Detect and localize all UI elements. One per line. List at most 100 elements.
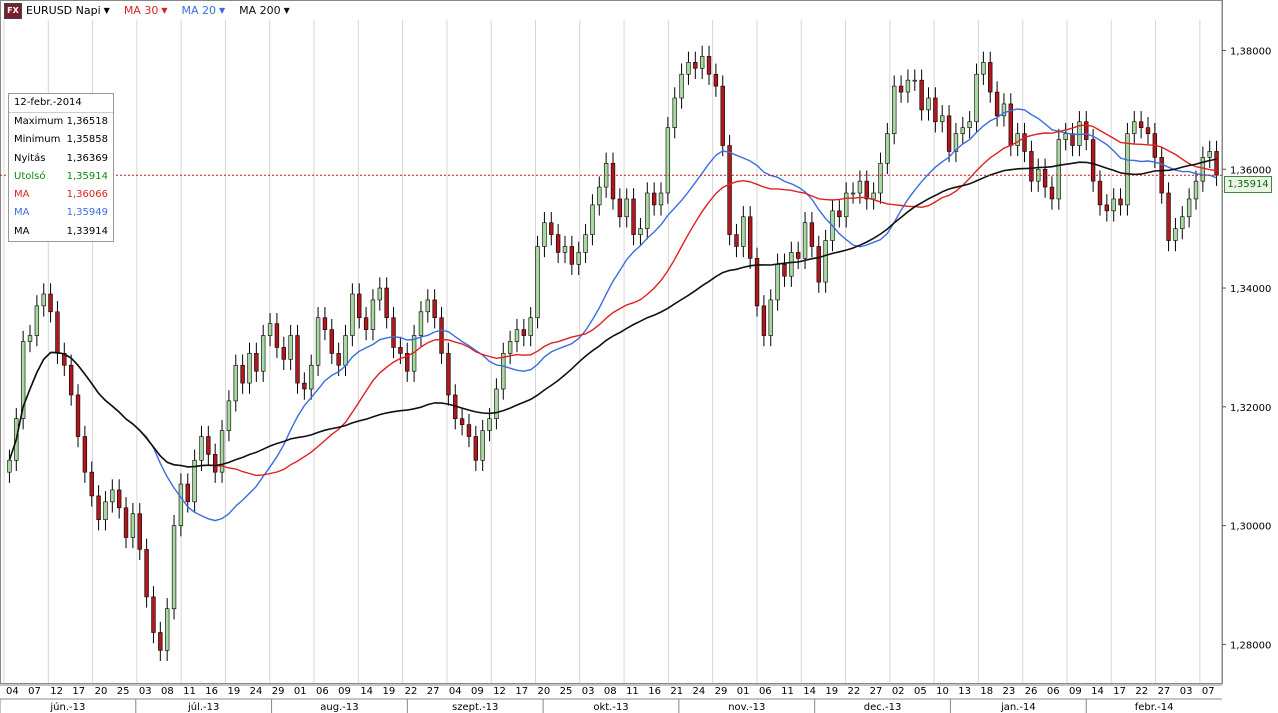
candle-body: [885, 133, 890, 164]
candle-body: [576, 252, 581, 265]
info-row: MA 1,36066: [9, 186, 113, 204]
candle-body: [994, 91, 1000, 117]
candle-body: [624, 198, 629, 218]
candle-body: [1090, 139, 1096, 182]
candle-body: [1111, 198, 1116, 212]
ma200-line: [8, 158, 1217, 468]
plot-frame: [0, 0, 1223, 684]
candle-body: [1180, 216, 1185, 229]
candle-body: [1214, 151, 1219, 176]
candle-body: [1063, 133, 1068, 140]
candle-body: [1056, 139, 1062, 200]
info-label: Minimum: [14, 134, 61, 146]
candle-body: [844, 192, 849, 218]
candle-body: [322, 317, 328, 330]
info-row: MA 1,35949: [9, 204, 113, 222]
indicator-ma20[interactable]: MA 20 ▼: [181, 4, 225, 17]
x-tick-label: 02: [892, 686, 905, 697]
x-tick-label: 06: [316, 686, 329, 697]
candle-body: [1084, 121, 1089, 140]
indicator-ma30[interactable]: MA 30 ▼: [124, 4, 168, 17]
candle-body: [761, 305, 767, 336]
candle-body: [171, 525, 177, 610]
candle-body: [158, 632, 163, 651]
candle-body: [75, 394, 81, 437]
candle-body: [569, 246, 575, 265]
candle-body: [123, 507, 129, 538]
candle-body: [1001, 103, 1007, 117]
x-tick-label: 08: [604, 686, 617, 697]
x-tick-label: 27: [870, 686, 883, 697]
candle-body: [103, 501, 108, 520]
candle-body: [1125, 133, 1130, 206]
candle-body: [343, 335, 348, 366]
candle-body: [398, 347, 403, 354]
candle-body: [432, 299, 437, 319]
month-label: okt.-13: [593, 702, 628, 713]
candle-body: [775, 263, 780, 301]
x-tick-label: 12: [493, 686, 506, 697]
candle-body: [528, 317, 533, 336]
candle-body: [933, 97, 938, 123]
candle-body: [7, 459, 12, 473]
candle-body: [651, 192, 657, 206]
x-tick-label: 06: [759, 686, 772, 697]
x-tick-label: 29: [715, 686, 728, 697]
x-tick-label: 05: [914, 686, 927, 697]
info-row: Maximum 1,36518: [9, 113, 113, 131]
candle-body: [1166, 192, 1171, 241]
x-tick-label: 08: [161, 686, 174, 697]
info-value: 1,35949: [66, 207, 108, 219]
y-tick-label: 1,34000: [1230, 284, 1271, 295]
indicator-ma200[interactable]: MA 200 ▼: [239, 4, 290, 17]
x-tick-label: 04: [449, 686, 462, 697]
candle-body: [199, 436, 204, 461]
candle-body: [233, 364, 238, 402]
candle-body: [940, 115, 945, 123]
info-row: MA 1,33914: [9, 223, 113, 241]
month-label: aug.-13: [320, 702, 358, 713]
chart-toolbar: EURUSD Napi ▼ MA 30 ▼ MA 20 ▼ MA 200 ▼: [0, 0, 1222, 20]
candle-body: [768, 299, 773, 336]
x-tick-label: 10: [936, 686, 949, 697]
candle-body: [720, 85, 725, 146]
candle-body: [137, 513, 142, 550]
info-row: Nyitás 1,36369: [9, 150, 113, 168]
candle-body: [68, 364, 74, 396]
candle-body: [487, 418, 492, 431]
candle-body: [192, 459, 197, 503]
x-tick-label: 17: [1113, 686, 1126, 697]
candle-body: [267, 323, 273, 336]
x-tick-label: 07: [28, 686, 41, 697]
candle-body: [878, 163, 883, 194]
ohlc-info-box: 12-febr.-2014 Maximum 1,36518 Minimum 1,35…: [8, 93, 114, 243]
chevron-down-icon: ▼: [283, 5, 290, 15]
candle-body: [631, 198, 636, 235]
info-label: MA: [14, 207, 30, 219]
candle-body: [706, 56, 712, 75]
candle-body: [425, 299, 430, 313]
info-value: 1,36066: [66, 189, 108, 201]
x-tick-label: 17: [72, 686, 85, 697]
candle-body: [1077, 121, 1082, 146]
month-label: nov.-13: [728, 702, 765, 713]
candle-body: [679, 73, 684, 99]
x-tick-label: 14: [1091, 686, 1104, 697]
candle-body: [1145, 127, 1151, 134]
candle-body: [370, 299, 376, 330]
candle-body: [597, 186, 602, 206]
candle-body: [988, 62, 993, 93]
candle-body: [494, 388, 499, 420]
symbol-selector[interactable]: EURUSD Napi ▼: [26, 4, 110, 17]
candle-body: [178, 483, 184, 526]
candle-body: [1193, 180, 1199, 200]
candle-body: [542, 222, 547, 247]
x-tick-label: 01: [294, 686, 307, 697]
fx-logo: FX: [4, 3, 22, 19]
candle-body: [288, 335, 293, 360]
symbol-label: EURUSD Napi: [26, 3, 101, 17]
x-tick-label: 18: [980, 686, 993, 697]
chevron-down-icon: ▼: [103, 5, 110, 15]
candle-body: [741, 216, 746, 247]
